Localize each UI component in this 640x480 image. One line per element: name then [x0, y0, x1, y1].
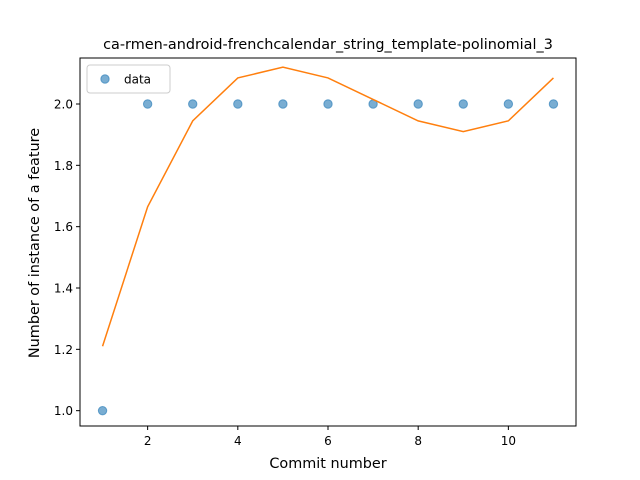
- chart-title: ca-rmen-android-frenchcalendar_string_te…: [103, 37, 553, 53]
- data-point: [233, 99, 243, 109]
- x-tick-label: 8: [414, 434, 422, 448]
- y-tick-label: 1.2: [54, 343, 73, 357]
- data-point: [548, 99, 559, 109]
- legend-marker: [100, 74, 110, 84]
- data-point: [413, 99, 423, 109]
- data-point: [323, 99, 333, 109]
- legend-label: data: [124, 73, 151, 87]
- x-tick-label: 2: [144, 434, 152, 448]
- y-tick-label: 1.0: [54, 404, 73, 418]
- x-axis-label: Commit number: [269, 456, 386, 472]
- fit-line: [101, 66, 554, 347]
- y-tick-label: 1.8: [54, 159, 73, 173]
- y-tick-label: 1.4: [54, 282, 73, 296]
- x-tick-label: 6: [324, 434, 332, 448]
- x-tick-label: 10: [501, 434, 516, 448]
- y-axis-label: Number of instance of a feature: [27, 128, 43, 358]
- data-point: [142, 99, 153, 109]
- data-point: [458, 99, 468, 109]
- data-point: [503, 99, 514, 109]
- data-point: [278, 99, 288, 109]
- y-tick-label: 1.6: [54, 220, 73, 234]
- data-point: [188, 99, 198, 109]
- y-tick-label: 2.0: [54, 98, 73, 112]
- x-tick-label: 4: [234, 434, 242, 448]
- plot-area: 2 4 6 8 10 1.0 1.2 1.4 1.6 1.8 2.0 data: [54, 57, 577, 448]
- legend-box: [86, 64, 171, 94]
- data-point: [97, 405, 108, 416]
